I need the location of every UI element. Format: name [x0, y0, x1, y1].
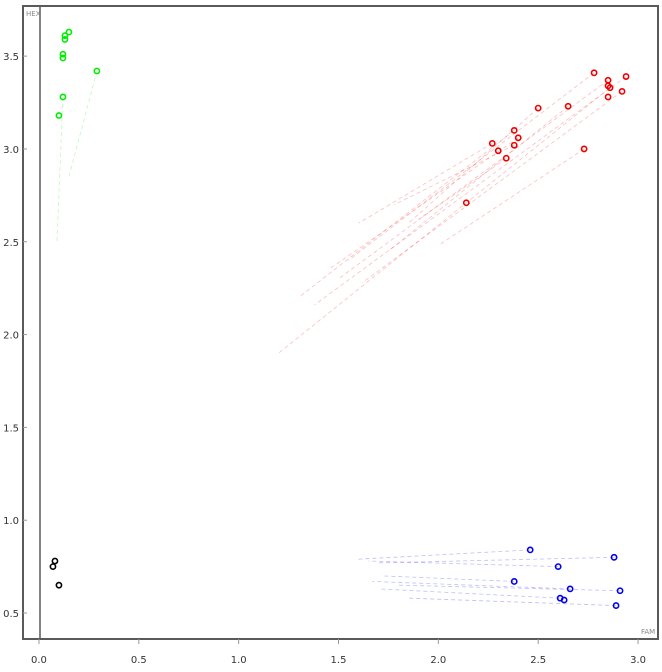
data-point [510, 126, 518, 134]
trail-line [408, 107, 539, 224]
data-point [49, 563, 57, 571]
data-point [604, 82, 612, 90]
data-point [514, 134, 522, 142]
y-tick-label: 3.0 [3, 145, 19, 156]
trail-line [358, 143, 493, 224]
x-tick-label: 0.0 [31, 655, 47, 666]
data-point [534, 104, 542, 112]
y-tick-label: 2.0 [3, 331, 19, 342]
x-axis-ticks: 0.0 0.5 1.0 1.5 2.0 2.5 3.0 [31, 639, 646, 666]
data-point [61, 32, 69, 40]
trail-line [298, 130, 515, 298]
trail-line [358, 549, 531, 560]
y-tick-label: 0.5 [3, 609, 19, 620]
trail-line [368, 560, 559, 568]
data-point [612, 602, 620, 609]
data-point [55, 581, 63, 589]
trail-line [328, 137, 519, 270]
data-point [65, 28, 73, 36]
data-points [49, 28, 630, 609]
data-point [616, 587, 624, 595]
trail-line [418, 157, 507, 220]
data-point [462, 199, 470, 207]
x-tick-label: 1.5 [331, 655, 347, 666]
trail-line [68, 70, 98, 177]
trail-line [362, 91, 623, 283]
data-point [61, 36, 69, 43]
data-point [494, 147, 502, 155]
data-point [622, 73, 630, 80]
x-axis-label: FAM [641, 628, 655, 636]
data-point [618, 87, 626, 95]
plot-frame [22, 5, 659, 640]
data-point [590, 69, 598, 77]
trail-lines [56, 70, 627, 606]
data-point [59, 93, 67, 101]
data-point [51, 557, 59, 565]
data-point [526, 546, 534, 554]
trail-line [382, 575, 515, 582]
data-point [554, 563, 562, 571]
trail-line [378, 588, 561, 599]
data-point [580, 145, 588, 153]
trail-line [372, 581, 571, 590]
data-point [610, 553, 618, 561]
data-point [59, 50, 67, 58]
y-tick-label: 1.0 [3, 516, 19, 527]
x-tick-label: 3.0 [630, 655, 646, 666]
data-point [564, 102, 572, 110]
data-point [488, 139, 496, 147]
data-point [510, 578, 518, 585]
data-point [55, 112, 63, 119]
trail-line [348, 72, 595, 261]
trail-line [278, 87, 611, 354]
trail-line [378, 556, 615, 564]
data-point [604, 93, 612, 101]
data-point [560, 596, 568, 604]
x-tick-label: 2.5 [530, 655, 546, 666]
y-tick-label: 3.5 [3, 52, 19, 63]
trail-line [398, 584, 621, 592]
data-point [510, 141, 518, 149]
y-axis-ticks: 0.5 1.0 1.5 2.0 2.5 3.0 3.5 [3, 52, 27, 620]
data-point [93, 67, 101, 75]
trail-line [394, 144, 515, 205]
x-tick-label: 2.0 [430, 655, 446, 666]
x-tick-label: 0.5 [131, 655, 147, 666]
trail-line [56, 96, 64, 242]
y-tick-label: 2.5 [3, 238, 19, 249]
y-tick-label: 1.5 [3, 423, 19, 434]
data-point [566, 585, 574, 593]
x-tick-label: 1.0 [231, 655, 247, 666]
y-axis-label: HEX [26, 10, 41, 18]
data-point [59, 54, 67, 62]
trail-line [438, 148, 585, 246]
trail-line [314, 76, 627, 306]
trail-line [388, 105, 569, 252]
data-point [502, 154, 510, 162]
